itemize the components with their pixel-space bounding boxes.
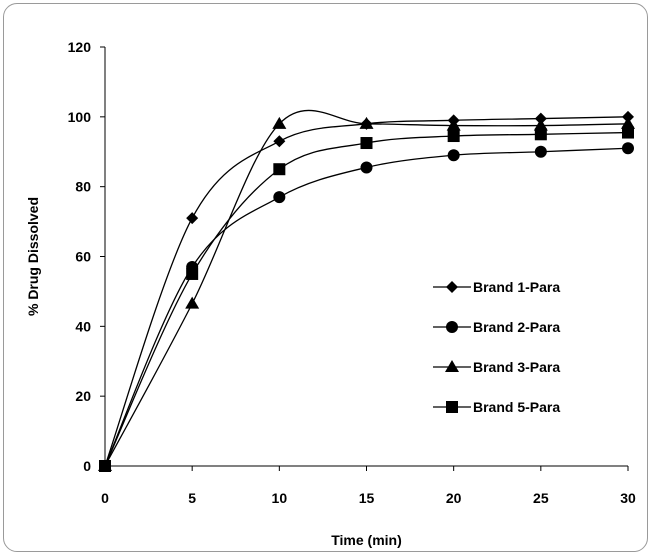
- series-layer: [98, 109, 635, 472]
- x-tick-label: 10: [272, 490, 288, 506]
- data-point: [273, 191, 286, 204]
- data-point: [622, 126, 634, 139]
- data-point: [273, 135, 286, 148]
- series-line: [104, 109, 629, 467]
- y-tick-label: 0: [83, 458, 91, 474]
- legend-marker: [445, 360, 459, 372]
- data-point: [185, 296, 200, 309]
- data-point: [186, 212, 199, 225]
- legend-item: Brand 3-Para: [433, 359, 560, 375]
- x-tick-label: 0: [101, 490, 109, 506]
- data-point: [186, 267, 199, 280]
- data-point: [533, 118, 548, 131]
- data-point: [621, 116, 635, 129]
- y-tick-label: 20: [75, 388, 91, 404]
- data-point: [99, 460, 111, 472]
- data-point: [446, 118, 461, 131]
- legend-marker: [446, 281, 458, 293]
- data-point: [360, 161, 373, 174]
- data-point: [534, 128, 547, 141]
- legend-label: Brand 3-Para: [473, 359, 560, 375]
- legend-marker: [446, 401, 458, 413]
- series-line: [104, 147, 629, 467]
- data-point: [622, 142, 634, 155]
- series-2: [99, 142, 634, 472]
- y-tick-label: 40: [75, 318, 91, 334]
- x-tick-label: 5: [188, 490, 196, 506]
- series-4: [99, 126, 634, 472]
- y-tick-label: 80: [75, 179, 91, 195]
- legend-label: Brand 5-Para: [473, 399, 560, 415]
- axes: 0 20 40 60 80 100 120 0 5 10 15 20 25 30: [68, 39, 636, 506]
- data-point: [359, 116, 374, 129]
- legend: Brand 1-Para Brand 2-Para Brand 3-Para Bran…: [433, 279, 560, 415]
- x-tick-label: 25: [533, 490, 549, 506]
- legend-item: Brand 5-Para: [433, 399, 560, 415]
- series-line: [104, 131, 629, 467]
- x-tick-label: 30: [620, 490, 636, 506]
- y-tick-label: 120: [68, 39, 92, 55]
- legend-item: Brand 2-Para: [433, 319, 560, 335]
- legend-item: Brand 1-Para: [433, 279, 560, 295]
- data-point: [360, 137, 373, 150]
- legend-marker: [446, 321, 458, 333]
- y-tick-label: 100: [68, 109, 92, 125]
- legend-label: Brand 2-Para: [473, 319, 560, 335]
- data-point: [447, 149, 460, 162]
- data-point: [273, 163, 286, 176]
- data-point: [534, 145, 547, 158]
- x-tick-label: 20: [446, 490, 462, 506]
- y-tick-label: 60: [75, 249, 91, 265]
- data-point: [272, 116, 287, 129]
- legend-label: Brand 1-Para: [473, 279, 560, 295]
- y-axis-label: % Drug Dissolved: [25, 197, 41, 316]
- x-axis-label: Time (min): [331, 532, 402, 548]
- x-tick-label: 15: [359, 490, 375, 506]
- data-point: [447, 130, 460, 143]
